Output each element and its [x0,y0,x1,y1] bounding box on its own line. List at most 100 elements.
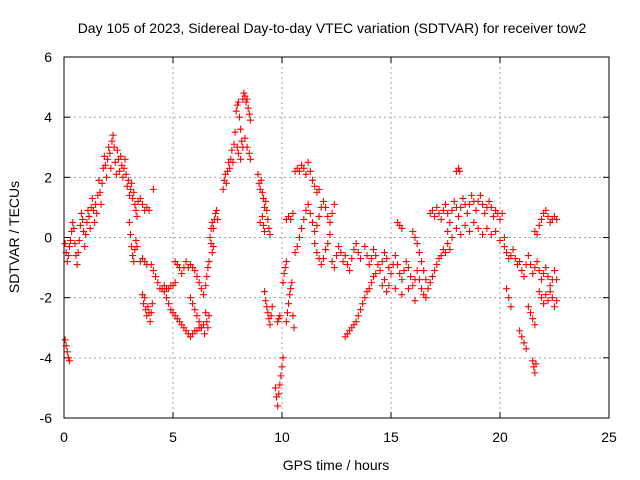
data-point [442,249,449,257]
data-point [263,206,271,214]
data-point [131,200,139,208]
data-point [201,330,209,338]
data-point [229,158,237,166]
data-point [237,125,245,133]
data-point [376,267,384,275]
data-point [162,294,170,302]
x-tick-label: 25 [601,429,617,445]
data-point [113,146,121,154]
data-point [65,243,73,251]
data-point [529,357,537,365]
data-point [404,285,412,293]
data-point [413,240,421,248]
data-point [160,288,168,296]
data-point [372,270,380,278]
data-point [275,315,283,323]
data-point [424,285,432,293]
data-point [304,158,312,166]
data-point [277,372,285,380]
data-point [391,285,399,293]
data-point [311,182,319,190]
data-point [455,164,463,172]
data-point [426,279,434,287]
data-point [133,243,141,251]
data-point [459,194,467,202]
data-point [529,270,537,278]
data-point [61,336,69,344]
data-point [237,155,245,163]
data-point [420,267,428,275]
data-point [387,270,395,278]
data-point [531,369,539,377]
data-point [322,246,330,254]
data-point [378,282,386,290]
data-point [262,197,270,205]
data-point [520,273,528,281]
x-tick-label: 10 [274,429,290,445]
data-point [404,264,412,272]
data-point [516,258,524,266]
data-point [278,363,286,371]
data-point [82,230,90,238]
data-point [359,300,367,308]
data-point [83,218,91,226]
data-point [238,137,246,145]
data-point [246,155,254,163]
data-point [452,224,460,232]
data-point [95,176,103,184]
data-point [243,95,251,103]
data-point [245,149,253,157]
data-point [141,294,149,302]
data-point [422,276,430,284]
data-point [300,215,308,223]
data-point [104,155,112,163]
y-tick-label: -2 [40,290,53,306]
data-point [542,291,550,299]
data-point [264,309,272,317]
data-point [418,285,426,293]
data-point [256,218,264,226]
data-point [283,309,291,317]
data-point [274,402,282,410]
data-point [431,212,439,220]
data-points [61,89,561,410]
data-point [147,261,155,269]
data-point [191,306,199,314]
data-point [507,252,515,260]
data-point [516,327,524,335]
data-point [431,267,439,275]
data-point [234,98,242,106]
data-point [245,110,253,118]
data-point [328,209,336,217]
data-point [122,170,130,178]
data-point [418,258,426,266]
data-point [341,252,349,260]
data-point [265,224,273,232]
data-point [203,273,211,281]
data-point [287,215,295,223]
data-point [411,234,419,241]
data-point [313,221,321,229]
data-point [385,264,393,272]
data-point [103,173,111,181]
data-point [492,227,500,235]
data-point [548,294,556,302]
data-point [63,258,71,266]
data-point [309,218,317,226]
data-point [535,288,543,296]
data-point [232,107,240,115]
data-point [352,318,360,326]
data-point [537,215,545,223]
data-point [96,188,104,196]
data-point [330,200,338,208]
data-point [337,249,345,257]
data-point [533,258,541,266]
data-point [498,209,506,217]
data-point [385,282,393,290]
data-point [295,167,303,175]
data-point [129,194,137,202]
data-point [205,312,213,320]
data-point [407,273,415,281]
data-point [259,221,267,229]
data-point [311,240,319,248]
